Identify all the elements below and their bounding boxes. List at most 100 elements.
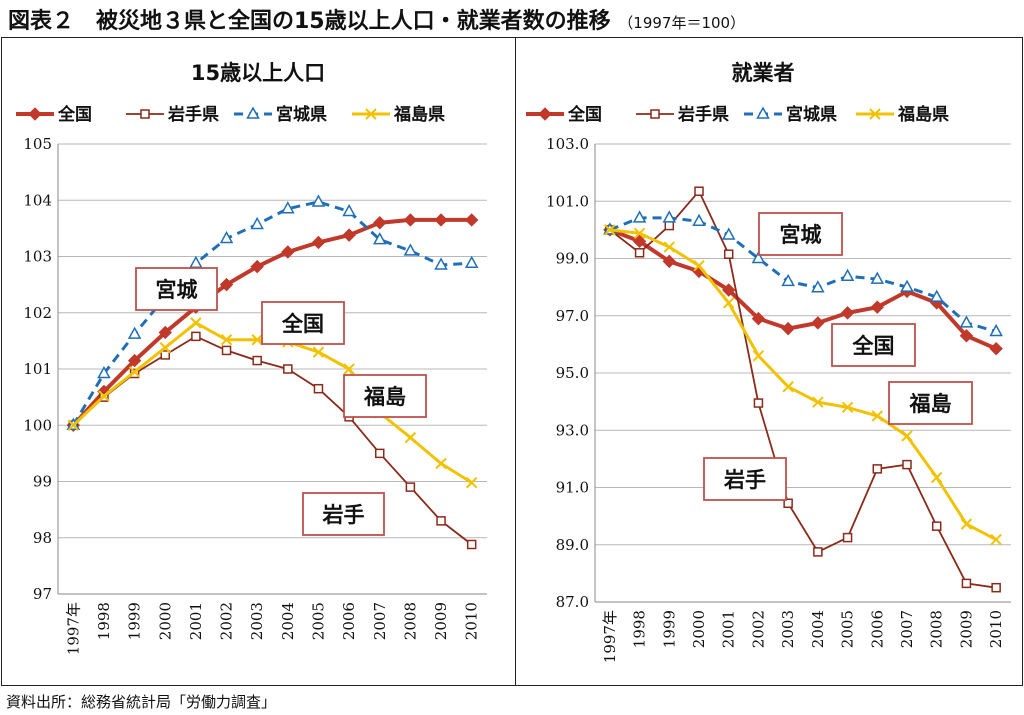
annotation-box (261, 301, 345, 345)
data-point (373, 216, 387, 230)
data-point (632, 234, 647, 249)
annotation-label: 宮城 (758, 212, 843, 256)
data-point (342, 228, 356, 242)
data-point (931, 521, 942, 531)
legend-marker (538, 107, 552, 121)
legend-label: 宮城県 (276, 104, 327, 125)
y-tick-label: 101 (23, 360, 52, 378)
x-tick-label: 2005 (309, 602, 327, 640)
data-point (311, 235, 326, 250)
data-point (436, 516, 446, 526)
chart-panel-employment: 就業者 87.0 89.0 91.0 93.0 95.0 97.0 99.0 101.0 103.… (515, 37, 1023, 686)
data-point (693, 259, 705, 272)
x-tick-label: 2008 (401, 602, 419, 640)
x-tick-label: 2003 (248, 602, 266, 640)
y-tick-label: 97 (33, 585, 52, 603)
x-tick-label: 2001 (720, 610, 738, 648)
data-point (189, 255, 203, 268)
data-point (752, 350, 765, 362)
x-tick-label: 2007 (371, 602, 389, 640)
data-point (753, 398, 764, 408)
series-line (609, 228, 997, 541)
data-point (960, 518, 973, 530)
data-point (250, 259, 264, 274)
legend-entry: 福島県 (856, 104, 949, 125)
data-point (781, 273, 795, 287)
y-tick-label: 102 (23, 304, 52, 322)
legend-label: 福島県 (393, 104, 445, 125)
data-point (634, 248, 645, 258)
annotation-box (135, 267, 218, 311)
data-point (722, 283, 736, 297)
y-tick-label: 91.0 (556, 479, 589, 497)
x-tick-label: 2002 (749, 610, 767, 648)
legend-marker (140, 109, 150, 119)
legend-entry: 岩手県 (636, 104, 729, 125)
annotation-label: 全国 (831, 323, 916, 367)
annotation-text: 福島 (363, 385, 406, 409)
data-point (811, 316, 825, 330)
data-point (251, 334, 263, 346)
data-point (159, 341, 171, 354)
data-point (191, 331, 201, 342)
data-point (811, 280, 825, 293)
series-岩手県 (605, 186, 1001, 593)
legend-entry: 福島県 (352, 104, 445, 125)
data-point (872, 464, 883, 474)
data-point (404, 431, 417, 444)
legend-marker (28, 107, 42, 121)
legend-label: 岩手県 (167, 104, 219, 125)
data-point (403, 213, 418, 227)
data-point (991, 582, 1001, 593)
data-point (813, 547, 823, 557)
data-point (694, 186, 704, 196)
data-point (160, 350, 170, 360)
legend-entry: 全国 (16, 104, 92, 125)
data-point (812, 396, 824, 408)
x-tick-label: 2004 (279, 602, 297, 640)
chart-title: 就業者 (732, 61, 795, 85)
data-point (97, 365, 111, 379)
data-point (128, 366, 141, 378)
data-point (842, 532, 853, 543)
y-tick-label: 99.0 (556, 250, 589, 268)
data-point (127, 353, 142, 368)
data-point (220, 334, 233, 346)
x-tick-label: 1998 (95, 602, 113, 640)
data-point (989, 323, 1003, 337)
legend-entry: 全国 (526, 104, 602, 125)
data-point (723, 297, 735, 309)
y-tick-label: 103 (23, 248, 52, 266)
data-point (464, 255, 479, 268)
data-point (281, 245, 295, 259)
x-tick-label: 2008 (928, 610, 946, 648)
series-line (72, 200, 472, 427)
data-point (313, 383, 324, 394)
data-point (664, 220, 675, 231)
chart-panel-population: 15歳以上人口 97 98 99 100 101 102 103 104 105 1997年 1998… (1, 37, 516, 686)
data-point (219, 230, 234, 244)
data-point (434, 213, 448, 227)
data-point (662, 254, 676, 269)
data-point (252, 355, 262, 366)
y-tick-label: 104 (23, 191, 52, 209)
data-point (405, 482, 416, 492)
data-point (989, 341, 1003, 356)
x-tick-label: 2005 (839, 610, 857, 648)
population-chart: 15歳以上人口 97 98 99 100 101 102 103 104 105 1997年 1998… (16, 61, 487, 655)
x-tick-label: 2010 (987, 610, 1005, 648)
figure-subtitle: （1997年＝100） (618, 14, 746, 32)
data-point (961, 578, 972, 589)
annotation-text: 岩手 (723, 468, 766, 492)
series-宮城県 (603, 210, 1003, 337)
y-tick-label: 93.0 (556, 421, 589, 439)
data-point (721, 227, 736, 240)
figure-title-text: 図表２ 被災地３県と全国の15歳以上人口・就業者数の推移 (8, 9, 611, 34)
data-point (783, 498, 793, 508)
data-point (929, 289, 944, 302)
x-tick-label: 1999 (660, 610, 678, 648)
data-point (931, 471, 943, 484)
annotation-box (888, 381, 973, 425)
legend-marker (869, 108, 881, 120)
annotation-text: 宮城 (156, 278, 198, 302)
